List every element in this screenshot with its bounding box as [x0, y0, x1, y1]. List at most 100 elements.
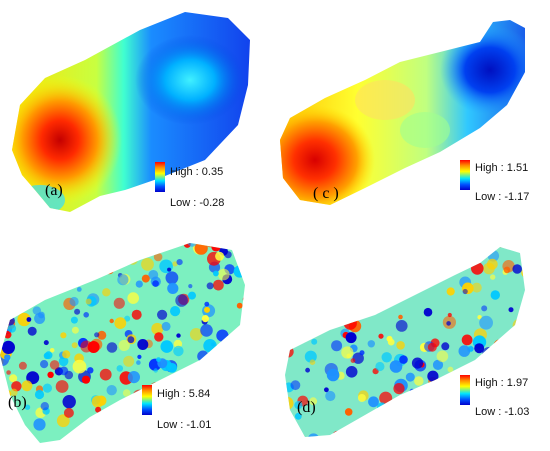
texture-spot — [127, 336, 135, 344]
texture-spot — [79, 267, 84, 272]
texture-spot — [224, 414, 237, 428]
texture-spot — [331, 340, 343, 352]
texture-spot — [106, 385, 117, 396]
texture-spot — [29, 257, 34, 262]
texture-spot — [104, 264, 115, 275]
texture-spot — [172, 380, 178, 385]
texture-spot — [92, 264, 105, 277]
texture-spot — [167, 267, 172, 272]
texture-spot — [501, 225, 512, 231]
texture-spot — [172, 261, 178, 267]
texture-spot — [479, 315, 493, 330]
map-panel-d: (d) High : 1.97 Low : -1.03 — [275, 225, 550, 451]
texture-spot — [389, 360, 403, 373]
texture-spot — [70, 316, 78, 324]
texture-spot — [347, 255, 360, 269]
texture-spot — [275, 338, 280, 347]
texture-spot — [309, 225, 319, 234]
texture-spot — [174, 432, 184, 442]
texture-spot — [176, 259, 183, 266]
texture-spot — [350, 315, 355, 320]
texture-spot — [375, 361, 385, 372]
legend-high-a: High : 0.35 — [170, 166, 224, 178]
texture-spot — [235, 397, 245, 409]
texture-spot — [309, 397, 318, 406]
texture-spot — [151, 322, 164, 335]
texture-spot — [285, 353, 287, 360]
texture-spot — [441, 342, 450, 351]
texture-spot — [371, 305, 380, 314]
texture-spot — [397, 423, 409, 435]
texture-spot — [508, 307, 514, 313]
texture-spot — [200, 324, 213, 337]
texture-spot — [471, 262, 484, 275]
texture-spot — [516, 321, 524, 328]
texture-spot — [137, 339, 149, 350]
texture-spot — [159, 259, 173, 274]
texture-spot — [235, 415, 245, 428]
texture-spot — [95, 406, 102, 413]
texture-spot — [289, 288, 297, 296]
texture-spot — [49, 348, 55, 353]
texture-spot — [443, 251, 454, 262]
texture-spot — [460, 234, 464, 238]
texture-spot — [0, 270, 10, 280]
texture-spot — [324, 387, 329, 393]
texture-spot — [8, 280, 18, 290]
texture-spot — [275, 261, 281, 269]
texture-spot — [40, 360, 49, 369]
texture-spot — [188, 291, 196, 300]
texture-spot — [404, 428, 418, 437]
texture-spot — [393, 383, 405, 395]
texture-spot — [464, 247, 478, 253]
texture-spot — [326, 279, 333, 287]
texture-spot — [358, 307, 369, 318]
texture-spot — [409, 388, 415, 394]
texture-spot — [0, 426, 4, 433]
texture-spot — [127, 371, 140, 384]
panel-label-b: (b) — [8, 394, 27, 411]
texture-spot — [215, 410, 224, 419]
texture-spot — [366, 433, 376, 437]
texture-spot — [391, 228, 401, 238]
texture-spot — [490, 290, 500, 300]
texture-spot — [302, 247, 313, 249]
texture-spot — [285, 346, 294, 358]
texture-spot — [135, 280, 143, 288]
texture-spot — [236, 302, 243, 309]
texture-spot — [304, 350, 317, 363]
texture-spot — [155, 404, 161, 410]
texture-spot — [209, 407, 220, 418]
texture-spot — [117, 274, 129, 286]
texture-spot — [446, 321, 451, 326]
texture-spot — [275, 350, 280, 360]
texture-spot — [298, 307, 312, 322]
texture-spot — [446, 395, 452, 402]
texture-spot — [85, 247, 92, 254]
texture-spot — [208, 363, 223, 377]
texture-spot — [399, 355, 408, 364]
texture-spot — [384, 247, 397, 248]
texture-spot — [1, 340, 16, 354]
texture-spot — [490, 274, 496, 280]
texture-spot — [197, 439, 207, 443]
texture-spot — [141, 257, 154, 271]
texture-spot — [181, 369, 194, 383]
legend-high-b: High : 5.84 — [157, 388, 211, 400]
legend-ramp-b — [142, 385, 152, 415]
texture-spot — [42, 271, 48, 277]
texture-spot — [350, 358, 356, 363]
texture-spot — [285, 262, 290, 270]
texture-spot — [59, 366, 69, 376]
texture-spot — [400, 264, 412, 276]
texture-spot — [4, 315, 15, 326]
texture-spot — [345, 366, 358, 378]
texture-spot — [149, 416, 156, 422]
texture-spot — [85, 243, 94, 247]
texture-spot — [304, 227, 317, 240]
texture-spot — [10, 388, 18, 397]
texture-spot — [100, 411, 113, 424]
texture-spot — [29, 247, 38, 255]
texture-spot — [160, 243, 171, 248]
texture-spot — [70, 444, 74, 448]
